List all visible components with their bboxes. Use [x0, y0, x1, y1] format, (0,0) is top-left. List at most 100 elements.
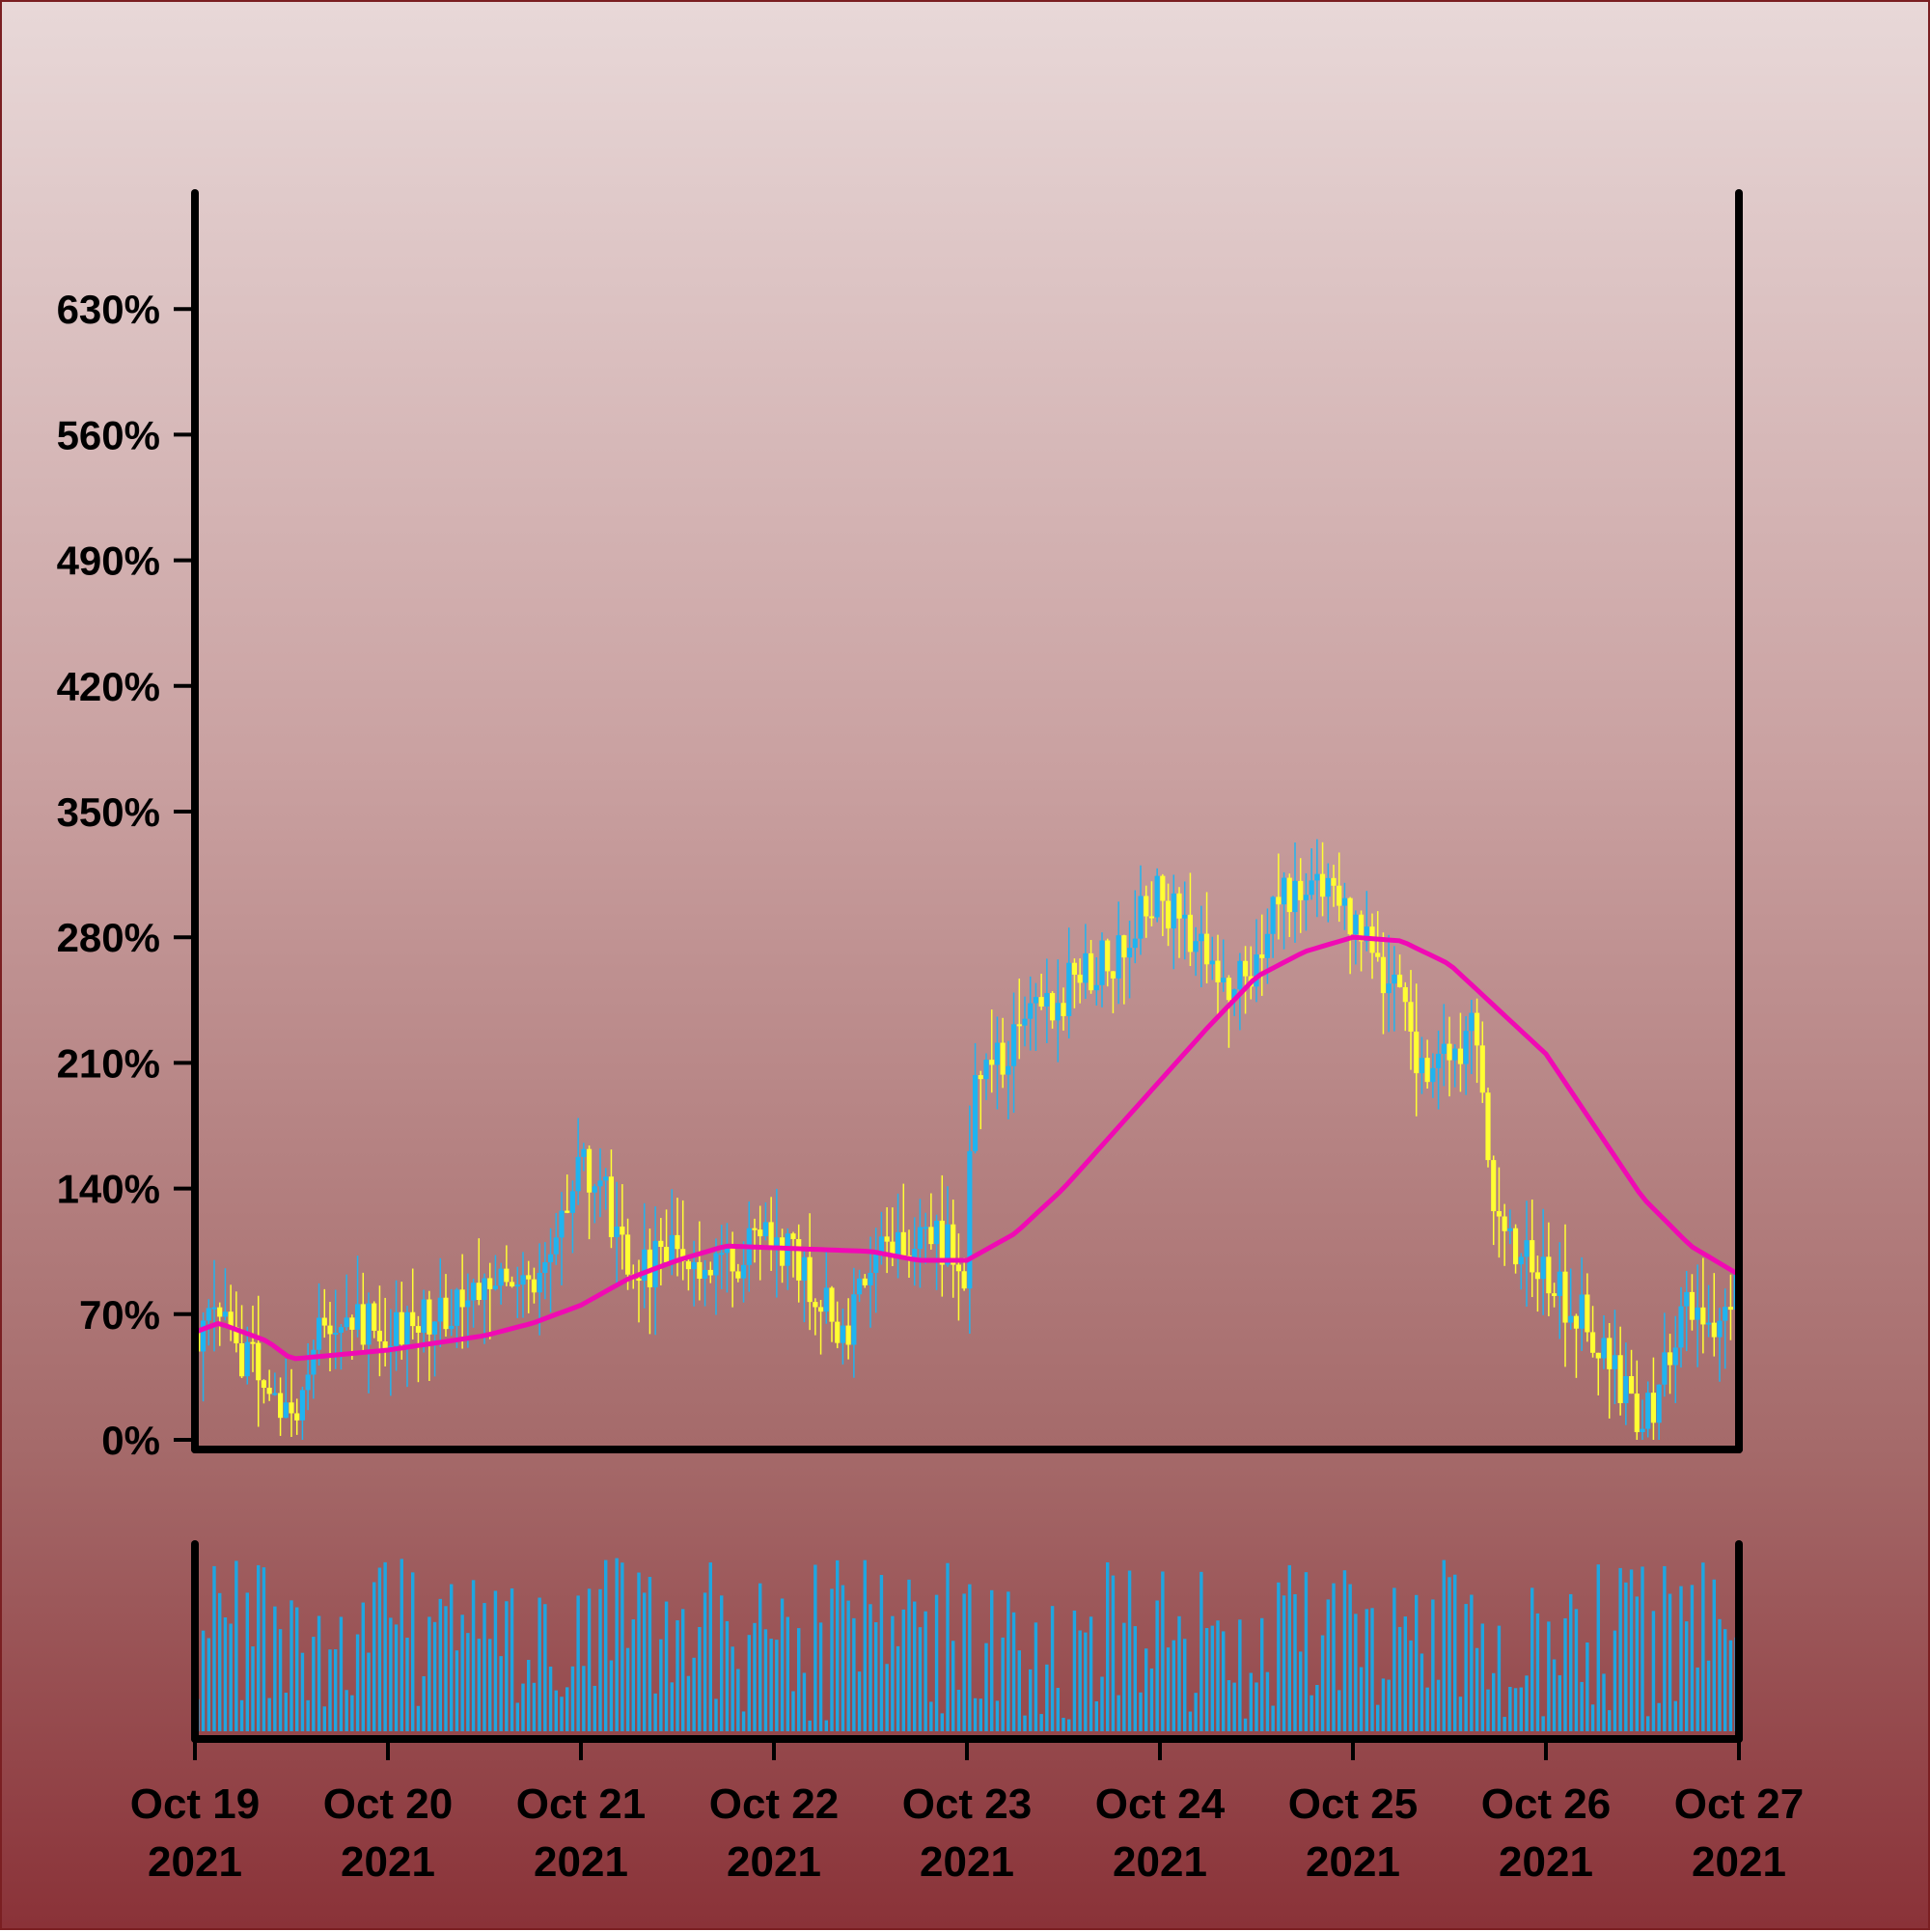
volume-bar [714, 1698, 718, 1731]
candle-body [703, 1269, 708, 1280]
volume-bar [1436, 1679, 1441, 1731]
candle [1402, 981, 1408, 1032]
candle-body [608, 1176, 614, 1237]
candle [642, 1202, 648, 1309]
candle-body [542, 1261, 548, 1274]
candle-body [1534, 1272, 1540, 1280]
candle [1276, 853, 1282, 940]
candle-body [1507, 1228, 1513, 1231]
candle [1695, 1264, 1700, 1367]
candle-body [862, 1278, 868, 1285]
candle [1028, 976, 1034, 1051]
volume-bar [278, 1629, 283, 1731]
volume-bar [548, 1667, 553, 1731]
candle-body [421, 1299, 427, 1333]
volume-bar [1249, 1672, 1253, 1731]
candle [449, 1288, 455, 1337]
candle-body [1121, 935, 1127, 958]
candle-body [752, 1228, 758, 1230]
volume-bar [1067, 1719, 1071, 1731]
candle-body [211, 1307, 217, 1310]
candle-body [1684, 1291, 1690, 1307]
candle-body [531, 1279, 537, 1293]
candle [1116, 901, 1121, 1005]
volume-bar [367, 1652, 371, 1731]
volume-bar [940, 1713, 944, 1731]
volume-bar [1442, 1559, 1446, 1731]
candle-body [1441, 1043, 1447, 1054]
candle-body [951, 1224, 956, 1265]
candle [1557, 1242, 1562, 1339]
candle [1684, 1270, 1690, 1352]
candle [432, 1321, 438, 1377]
candle [1144, 885, 1149, 938]
candle [597, 1148, 603, 1218]
candle-body [890, 1241, 896, 1256]
volume-bar [543, 1604, 547, 1731]
price-tick-label: 630% [57, 287, 160, 332]
candle [1083, 924, 1089, 1000]
candle [250, 1305, 256, 1372]
candle-body [537, 1273, 542, 1293]
volume-bar [1635, 1596, 1639, 1731]
volume-bar [681, 1609, 685, 1731]
volume-bar [643, 1592, 647, 1731]
volume-bar [405, 1638, 409, 1731]
volume-bar [554, 1690, 558, 1731]
candle [1546, 1222, 1552, 1316]
volume-bar [295, 1607, 299, 1731]
candle [813, 1298, 818, 1336]
volume-bar [322, 1706, 326, 1731]
volume-bar [1723, 1629, 1727, 1731]
volume-bar [290, 1600, 293, 1731]
volume-bar [913, 1601, 917, 1731]
candle-body [256, 1342, 262, 1381]
volume-bar [775, 1640, 779, 1731]
candle [768, 1197, 774, 1271]
volume-bar [593, 1685, 596, 1731]
candle [1469, 1000, 1475, 1075]
candle-body [1496, 1211, 1502, 1217]
candle [211, 1259, 217, 1352]
candle-body [1623, 1375, 1629, 1403]
volume-bar [201, 1630, 206, 1731]
volume-bar [753, 1622, 757, 1731]
volume-bar [1072, 1610, 1077, 1731]
candle [1645, 1381, 1651, 1438]
candle-body [1392, 974, 1397, 984]
volume-bar [582, 1666, 586, 1731]
candle [228, 1284, 234, 1341]
candle [1110, 971, 1116, 1014]
volume-bar [1050, 1606, 1055, 1731]
candle-body [1557, 1271, 1562, 1296]
candle [366, 1292, 372, 1394]
volume-bar [1673, 1700, 1677, 1731]
volume-bar [868, 1604, 872, 1731]
volume-bar [411, 1572, 415, 1731]
candle [1568, 1268, 1574, 1330]
candle [945, 1186, 951, 1267]
volume-bar [1006, 1591, 1010, 1731]
price-tick-label: 350% [57, 789, 160, 835]
candle-body [569, 1191, 575, 1213]
volume-bar [1326, 1599, 1330, 1731]
candle [317, 1283, 322, 1366]
candle-body [675, 1234, 680, 1250]
volume-bar [824, 1720, 828, 1731]
candle-body [680, 1249, 686, 1262]
volume-bar [1172, 1640, 1175, 1731]
price-axis-ticks: 0% 70% 140% 210% 280% 350% 420% 490% 560% 630% [57, 287, 191, 1463]
candle [1204, 892, 1210, 984]
candle-body [741, 1264, 747, 1279]
candle-body [685, 1261, 691, 1270]
volume-bar [708, 1562, 712, 1731]
volume-bar [1530, 1587, 1534, 1731]
candle-body [272, 1393, 278, 1395]
candle-body [973, 1075, 979, 1151]
candle [1292, 842, 1298, 943]
volume-bar [995, 1700, 1000, 1731]
candle [1700, 1257, 1706, 1354]
candle [294, 1398, 300, 1435]
candle [1248, 946, 1254, 1000]
candle-body [1612, 1355, 1617, 1369]
